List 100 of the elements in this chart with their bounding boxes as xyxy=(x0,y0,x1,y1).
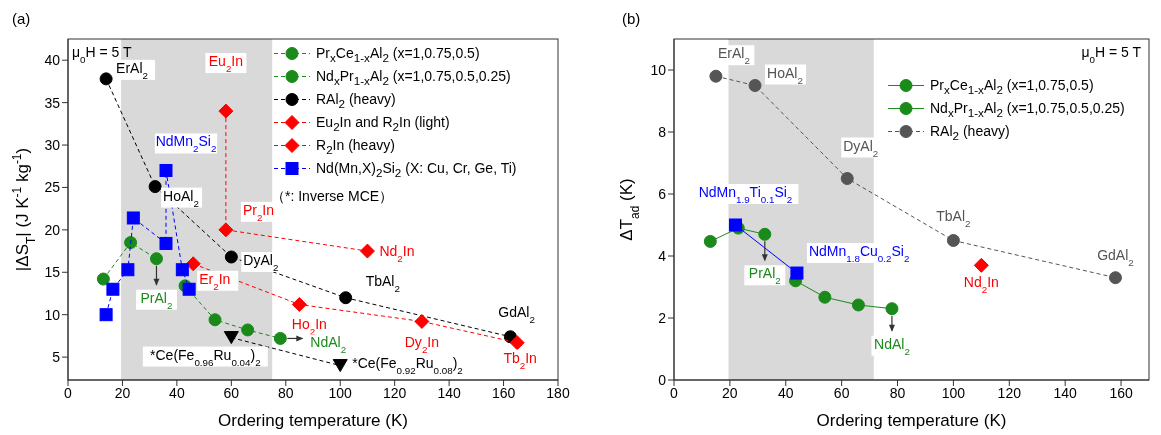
x-tick-label: 40 xyxy=(777,384,794,401)
y-tick-label: 25 xyxy=(44,179,61,196)
legend-label: Pr$_{x}$Ce$_{1-x}$Al$_{2}$ (x=1,0.75,0.5) xyxy=(316,43,480,65)
point xyxy=(973,257,989,273)
legend-label: RAl$_{2}$ (heavy) xyxy=(930,121,1010,143)
y-tick-label: 40 xyxy=(44,52,61,69)
x-tick-label: 60 xyxy=(223,384,240,401)
annotation: Nd$_{2}$In xyxy=(963,274,999,295)
point xyxy=(224,250,238,264)
annotation: Eu$_{2}$In xyxy=(208,53,244,74)
annotation: DyAl$_{2}$ xyxy=(843,137,879,158)
x-tick-label: 0 xyxy=(64,384,73,401)
point xyxy=(1108,271,1122,285)
point xyxy=(159,236,173,250)
y-tick-label: 30 xyxy=(44,137,61,153)
point xyxy=(208,313,222,327)
x-axis-title: Ordering temperature (K) xyxy=(816,411,1007,430)
annotation: NdAl$_{2}$ xyxy=(310,334,347,355)
annotation: NdMn$_{2}$Si$_{2}$ xyxy=(155,133,217,154)
annotation: Tb$_{2}$In xyxy=(503,349,537,371)
chart-title: (b) xyxy=(622,10,641,27)
legend-label: RAl$_{2}$ (heavy) xyxy=(316,89,396,111)
annotation: *Ce(Fe$_{0.92}$Ru$_{0.08}$)$_{2}$ xyxy=(352,354,463,376)
x-tick-label: 100 xyxy=(328,384,353,401)
annotation: Er$_{2}$In xyxy=(199,270,231,292)
point xyxy=(758,227,772,241)
point xyxy=(218,103,234,119)
legend-label: Nd(Mn,X)$_{2}$Si$_{2}$ (X: Cu, Cr, Ge, Ti) xyxy=(316,158,517,180)
point xyxy=(291,297,307,312)
annotation: μ$_{0}$H = 5 T xyxy=(1081,44,1142,65)
legend-label: R$_{2}$In (heavy) xyxy=(316,135,395,157)
x-tick-label: 20 xyxy=(114,384,131,401)
x-axis-title: Ordering temperature (K) xyxy=(218,411,408,430)
point xyxy=(185,256,201,272)
y-tick-label: 10 xyxy=(44,306,61,323)
point xyxy=(159,163,173,177)
point xyxy=(818,290,832,304)
legend-label: Pr$_{x}$Ce$_{1-x}$Al$_{2}$ (x=1,0.75,0.5) xyxy=(930,75,1094,97)
point xyxy=(946,234,960,247)
annotation: NdMn$_{1.9}$Ti$_{0.1}$Si$_{2}$ xyxy=(698,184,793,205)
y-tick-label: 4 xyxy=(658,247,667,264)
point xyxy=(790,266,804,280)
y-tick-label: 2 xyxy=(658,309,667,326)
legend-label: Nd$_{x}$Pr$_{1-x}$Al$_{2}$ (x=1,0.75,0.5,0.25) xyxy=(930,98,1125,120)
chart-title: (a) xyxy=(12,10,31,27)
annotation: Dy$_{2}$In xyxy=(404,334,440,355)
point xyxy=(273,331,287,345)
annotation: ErAl$_{2}$ xyxy=(116,59,149,81)
x-tick-label: 60 xyxy=(833,384,850,401)
point xyxy=(885,302,899,316)
legend-label: Eu$_{2}$In and R$_{2}$In (light) xyxy=(316,112,450,134)
point xyxy=(851,298,865,312)
point xyxy=(218,222,234,238)
annotation: Ho$_{2}$In xyxy=(291,315,327,336)
y-tick-label: 35 xyxy=(44,94,61,111)
point xyxy=(175,263,189,277)
point xyxy=(149,252,163,266)
x-tick-label: 160 xyxy=(491,384,516,401)
point xyxy=(148,180,162,194)
point xyxy=(106,282,120,296)
x-tick-label: 80 xyxy=(277,384,294,401)
x-tick-label: 180 xyxy=(546,384,570,401)
x-tick-label: 160 xyxy=(1109,384,1133,401)
x-tick-label: 0 xyxy=(670,384,679,401)
annotation: *Ce(Fe$_{0.96}$Ru$_{0.04}$)$_{2}$ xyxy=(150,346,261,368)
point xyxy=(709,69,723,83)
point xyxy=(96,272,110,286)
y-tick-label: 5 xyxy=(52,349,61,366)
annotation: TbAl$_{2}$ xyxy=(365,272,400,294)
x-tick-label: 120 xyxy=(382,384,407,401)
point xyxy=(182,282,196,296)
point xyxy=(241,323,255,337)
point xyxy=(414,313,430,329)
annotation: DyAl$_{2}$ xyxy=(243,252,279,273)
annotation: GdAl$_{2}$ xyxy=(1097,246,1134,268)
point xyxy=(124,236,138,250)
annotation: HoAl$_{2}$ xyxy=(163,187,199,209)
legend-label: Nd$_{x}$Pr$_{1-x}$Al$_{2}$ (x=1,0.75,0.5,0.25) xyxy=(316,66,511,88)
y-tick-label: 8 xyxy=(658,123,667,140)
x-tick-label: 80 xyxy=(889,384,906,401)
annotation: ErAl$_{2}$ xyxy=(717,45,750,66)
point xyxy=(748,79,762,92)
y-tick-label: 10 xyxy=(650,61,667,78)
y-tick-label: 6 xyxy=(658,185,667,202)
annotation: GdAl$_{2}$ xyxy=(498,303,535,325)
x-tick-label: 120 xyxy=(997,384,1022,401)
annotation: HoAl$_{2}$ xyxy=(767,64,803,85)
point xyxy=(99,308,113,322)
point xyxy=(339,291,353,305)
annotation: NdAl$_{2}$ xyxy=(874,335,910,357)
x-tick-label: 40 xyxy=(169,384,185,401)
x-tick-label: 140 xyxy=(437,384,461,401)
annotation: Pr$_{2}$In xyxy=(242,201,275,223)
point xyxy=(509,335,525,351)
point xyxy=(703,234,717,248)
point xyxy=(126,211,140,225)
annotation: PrAl$_{2}$ xyxy=(140,289,173,311)
annotation: NdMn$_{1.8}$Cu$_{0.2}$Si$_{2}$ xyxy=(808,243,910,264)
y-tick-label: 0 xyxy=(658,371,667,388)
annotation: （*: Inverse MCE） xyxy=(271,188,394,204)
